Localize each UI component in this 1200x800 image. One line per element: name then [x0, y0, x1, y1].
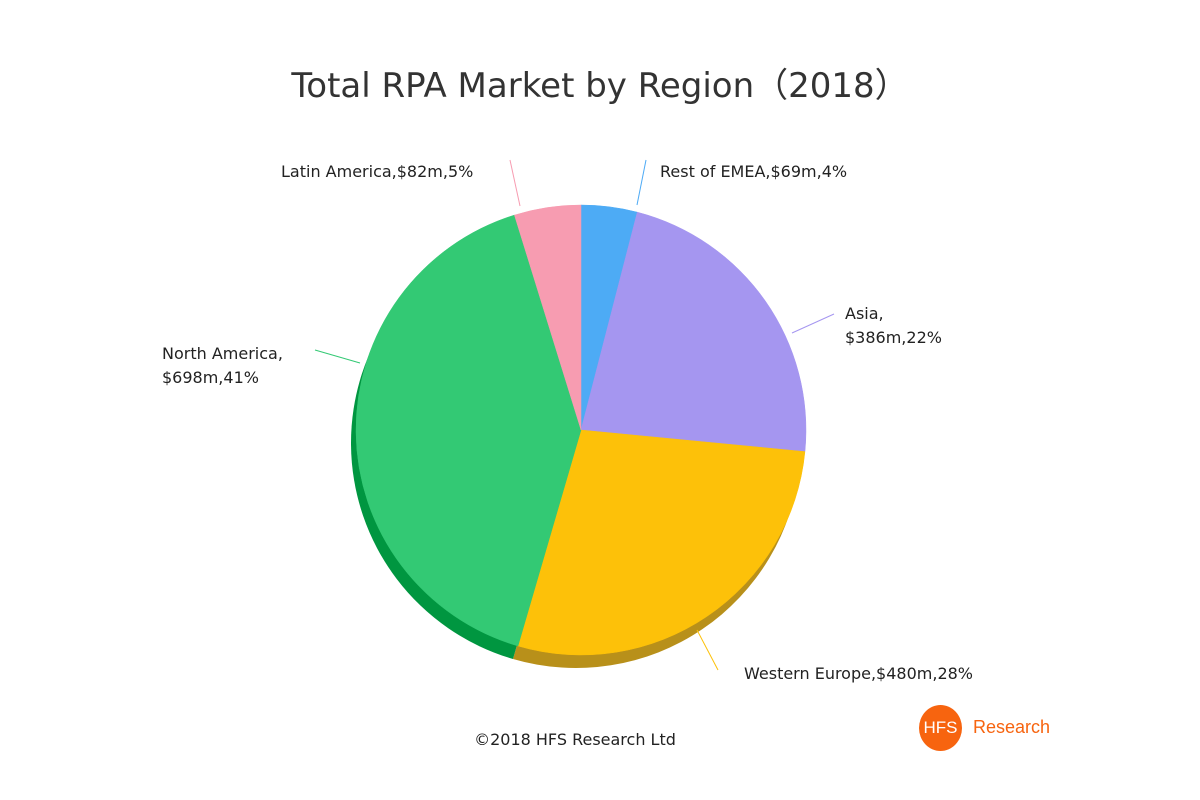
label-north-america-value: $698m,41%: [162, 368, 259, 387]
hfs-logo-text: Research: [973, 717, 1051, 737]
copyright: ©2018 HFS Research Ltd: [474, 730, 676, 749]
leader-latin-america: [509, 159, 521, 207]
slice-western-europe: [517, 429, 806, 656]
label-asia-value: $386m,22%: [845, 328, 942, 347]
label-asia: Asia, $386m,22%: [845, 302, 942, 350]
label-asia-name: Asia,: [845, 304, 884, 323]
hfs-logo: HFS: [919, 705, 962, 751]
label-western-europe: Western Europe,$480m,28%: [744, 664, 974, 683]
label-north-america-name: North America,: [162, 344, 283, 363]
label-latin-america: Latin America,$82m,5%: [281, 162, 474, 181]
label-north-america: North America, $698m,41%: [162, 342, 283, 390]
leader-rest-of-emea: [636, 159, 647, 206]
slice-asia: [580, 211, 807, 452]
chart-title: Total RPA Market by Region（2018）: [291, 66, 909, 106]
label-rest-of-emea: Rest of EMEA,$69m,4%: [660, 162, 848, 181]
leader-western-europe: [696, 629, 719, 671]
leader-asia: [791, 313, 835, 334]
slice-north-america: [355, 214, 582, 647]
slice-latin-america: [514, 204, 582, 431]
leader-north-america: [314, 349, 361, 364]
